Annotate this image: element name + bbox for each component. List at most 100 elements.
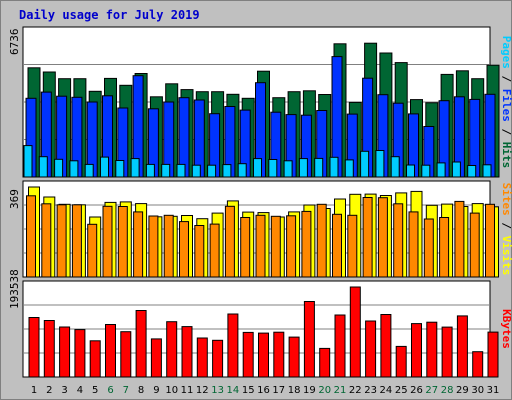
y-max-label: 6736 bbox=[8, 29, 21, 56]
bar-kbytes-day-3 bbox=[59, 326, 71, 378]
bar-sites-day-3 bbox=[56, 204, 67, 278]
bar-pages-day-11 bbox=[176, 163, 186, 178]
bar-sites-day-16 bbox=[255, 214, 266, 278]
bar-pages-day-29 bbox=[451, 161, 461, 178]
day-label-29: 29 bbox=[456, 385, 469, 396]
bar-kbytes-day-15 bbox=[242, 331, 254, 378]
day-label-26: 26 bbox=[410, 385, 423, 396]
bar-sites-day-10 bbox=[163, 214, 174, 278]
day-label-3: 3 bbox=[61, 385, 67, 396]
legend-bottom: KBytes bbox=[500, 309, 512, 349]
bar-pages-day-10 bbox=[161, 163, 171, 178]
legend-item-files: Files bbox=[500, 89, 512, 122]
day-label-22: 22 bbox=[349, 385, 362, 396]
bar-pages-day-16 bbox=[253, 158, 262, 178]
bar-sites-day-25 bbox=[393, 203, 404, 278]
bar-kbytes-day-19 bbox=[303, 301, 315, 378]
bar-kbytes-day-20 bbox=[319, 347, 331, 378]
bar-kbytes-day-29 bbox=[456, 315, 468, 378]
bar-sites-day-19 bbox=[301, 210, 312, 278]
bar-pages-day-1 bbox=[23, 145, 33, 178]
day-label-4: 4 bbox=[77, 385, 83, 396]
day-label-31: 31 bbox=[487, 385, 500, 396]
day-label-11: 11 bbox=[181, 385, 194, 396]
bar-sites-day-7 bbox=[117, 206, 128, 278]
bar-sites-day-8 bbox=[133, 211, 144, 278]
bar-pages-day-3 bbox=[54, 158, 64, 178]
bar-pages-day-27 bbox=[421, 164, 431, 178]
bar-pages-day-2 bbox=[38, 156, 48, 178]
day-label-1: 1 bbox=[31, 385, 37, 396]
bar-sites-day-1 bbox=[26, 195, 36, 278]
bar-sites-day-21 bbox=[332, 213, 342, 278]
day-axis-labels: 1 2 3 4 5 6 7 8 9 10 11 12 13 14 15 16 17 18 19 20 21 22 23 24 2… bbox=[31, 385, 500, 396]
bar-pages-day-24 bbox=[375, 150, 385, 178]
legend-top: Pages / Files / Hits bbox=[500, 36, 512, 169]
bar-pages-day-21 bbox=[329, 156, 339, 178]
bar-kbytes-day-6 bbox=[105, 324, 116, 378]
bar-pages-day-30 bbox=[467, 165, 477, 178]
day-label-13: 13 bbox=[211, 385, 224, 396]
bar-sites-day-24 bbox=[377, 197, 388, 278]
bar-kbytes-day-8 bbox=[135, 310, 147, 378]
bar-pages-day-7 bbox=[115, 160, 125, 178]
bar-kbytes-day-4 bbox=[74, 329, 86, 378]
bar-sites-day-9 bbox=[148, 215, 159, 278]
bar-sites-day-5 bbox=[87, 223, 98, 278]
bar-pages-day-17 bbox=[268, 159, 278, 178]
bar-sites-day-12 bbox=[194, 225, 205, 278]
y-max-label: 193538 bbox=[8, 269, 21, 309]
bar-kbytes-day-22 bbox=[349, 286, 361, 378]
bar-sites-day-2 bbox=[41, 203, 52, 278]
day-label-27: 27 bbox=[425, 385, 438, 396]
day-label-16: 16 bbox=[257, 385, 270, 396]
day-label-25: 25 bbox=[395, 385, 408, 396]
legend-separator: / bbox=[500, 216, 512, 236]
bar-kbytes-day-13 bbox=[212, 339, 224, 378]
bar-sites-day-30 bbox=[469, 212, 480, 278]
bar-sites-day-4 bbox=[71, 204, 82, 278]
bar-pages-day-19 bbox=[298, 158, 308, 178]
bar-kbytes-day-28 bbox=[441, 326, 453, 378]
visitors-panel: 369 bbox=[8, 180, 499, 278]
legend-item-sites: Sites bbox=[500, 183, 512, 216]
y-max-label: 369 bbox=[8, 189, 21, 209]
bar-sites-day-28 bbox=[439, 217, 450, 278]
day-label-23: 23 bbox=[364, 385, 377, 396]
bar-sites-day-14 bbox=[224, 205, 235, 278]
bar-pages-day-4 bbox=[69, 160, 79, 178]
bar-kbytes-day-7 bbox=[120, 331, 132, 378]
bar-sites-day-13 bbox=[209, 223, 220, 278]
bar-pages-day-15 bbox=[237, 163, 247, 178]
day-label-24: 24 bbox=[380, 385, 393, 396]
bar-pages-day-6 bbox=[100, 156, 109, 178]
legend-item-visits: Visits bbox=[500, 236, 512, 276]
day-label-21: 21 bbox=[334, 385, 347, 396]
day-label-15: 15 bbox=[242, 385, 255, 396]
bar-pages-day-25 bbox=[390, 156, 400, 178]
bar-pages-day-13 bbox=[207, 164, 217, 178]
legends: Pages / Files / Hits Sites / Visits KBytes bbox=[500, 36, 512, 349]
legend-item-kbytes: KBytes bbox=[500, 309, 512, 349]
bar-kbytes-day-18 bbox=[288, 336, 300, 378]
bar-pages-day-22 bbox=[344, 159, 354, 178]
day-label-12: 12 bbox=[196, 385, 209, 396]
bar-sites-day-20 bbox=[316, 203, 327, 278]
bar-kbytes-day-11 bbox=[181, 326, 193, 378]
day-label-17: 17 bbox=[272, 385, 285, 396]
bar-kbytes-day-2 bbox=[43, 320, 55, 378]
bar-kbytes-day-9 bbox=[150, 338, 162, 378]
bar-sites-day-15 bbox=[240, 217, 251, 278]
bar-kbytes-day-31 bbox=[487, 331, 499, 378]
bar-kbytes-day-24 bbox=[380, 314, 392, 378]
bar-sites-day-26 bbox=[408, 211, 419, 278]
bar-sites-day-18 bbox=[286, 215, 297, 278]
bar-kbytes-day-25 bbox=[395, 345, 407, 378]
traffic-panel: 193538 bbox=[8, 269, 499, 378]
bar-pages-day-20 bbox=[314, 157, 324, 178]
legend-mid: Sites / Visits bbox=[500, 183, 512, 276]
day-label-5: 5 bbox=[92, 385, 98, 396]
bar-kbytes-day-21 bbox=[334, 314, 346, 378]
bar-pages-day-9 bbox=[145, 163, 155, 178]
bar-pages-day-5 bbox=[84, 163, 94, 178]
